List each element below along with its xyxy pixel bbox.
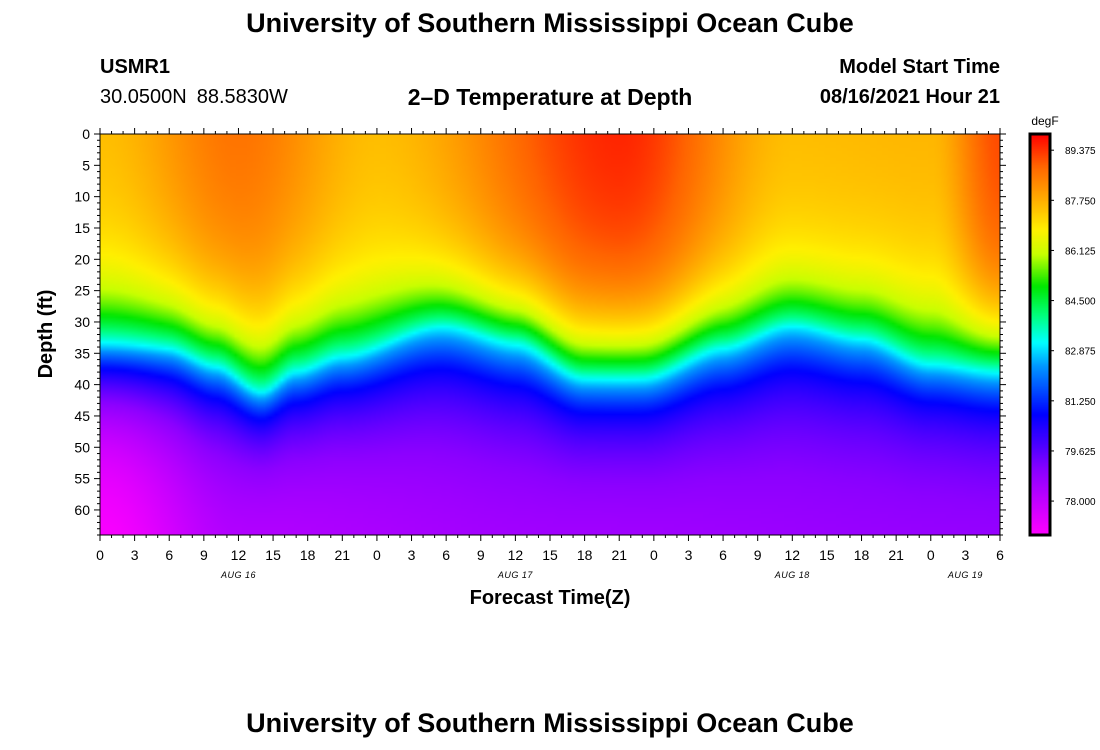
- date-label: AUG 19: [947, 570, 983, 580]
- temperature-heatmap: [100, 134, 1000, 535]
- x-tick-label: 3: [408, 547, 416, 563]
- x-tick-label: 6: [442, 547, 450, 563]
- x-tick-label: 6: [719, 547, 727, 563]
- y-tick-label: 25: [74, 283, 90, 299]
- y-tick-label: 10: [74, 189, 90, 205]
- x-tick-label: 21: [611, 547, 627, 563]
- x-tick-label: 15: [265, 547, 281, 563]
- x-tick-label: 12: [508, 547, 524, 563]
- x-tick-label: 12: [231, 547, 247, 563]
- x-tick-label: 15: [542, 547, 558, 563]
- x-tick-label: 0: [650, 547, 658, 563]
- x-tick-label: 0: [927, 547, 935, 563]
- colorbar-tick-label: 89.375: [1065, 146, 1096, 157]
- date-label: AUG 18: [774, 570, 810, 580]
- colorbar-unit: degF: [1031, 114, 1058, 128]
- y-tick-label: 20: [74, 251, 90, 267]
- x-tick-label: 3: [131, 547, 139, 563]
- x-tick-label: 9: [477, 547, 485, 563]
- y-tick-label: 0: [82, 126, 90, 142]
- x-tick-label: 15: [819, 547, 835, 563]
- colorbar-tick-label: 81.250: [1065, 397, 1096, 408]
- x-axis-label: Forecast Time(Z): [470, 587, 631, 609]
- date-label: AUG 16: [220, 570, 256, 580]
- x-tick-label: 18: [854, 547, 870, 563]
- y-tick-label: 50: [74, 439, 90, 455]
- y-axis-label: Depth (ft): [35, 290, 57, 379]
- x-tick-label: 18: [577, 547, 593, 563]
- y-tick-label: 60: [74, 502, 90, 518]
- depth-axis: 0 5 10 15 20 25 30 35 40 45 50 55 60: [74, 126, 1006, 536]
- y-tick-label: 35: [74, 345, 90, 361]
- x-tick-label: 3: [685, 547, 693, 563]
- page-title: University of Southern Mississippi Ocean…: [246, 8, 854, 38]
- model-start-label: Model Start Time: [839, 56, 1000, 78]
- colorbar-tick-label: 82.875: [1065, 347, 1096, 358]
- longitude: 88.5830W: [196, 86, 288, 108]
- colorbar-tick-label: 78.000: [1065, 497, 1096, 508]
- colorbar-tick-label: 79.625: [1065, 447, 1096, 458]
- x-tick-label: 18: [300, 547, 316, 563]
- station-id: USMR1: [100, 56, 171, 78]
- y-tick-label: 40: [74, 377, 90, 393]
- y-tick-label: 5: [82, 157, 90, 173]
- colorbar-axis: 89.375 87.750 86.125 84.500 82.875 81.250 79.6…: [1028, 132, 1096, 537]
- colorbar-tick-label: 87.750: [1065, 196, 1096, 207]
- x-tick-label: 12: [785, 547, 801, 563]
- station-coordinates: 30.0500N 88.5830W: [100, 86, 298, 109]
- date-label: AUG 17: [497, 570, 534, 580]
- y-tick-label: 30: [74, 314, 90, 330]
- y-tick-label: 55: [74, 471, 90, 487]
- latitude: 30.0500N: [100, 86, 187, 108]
- x-tick-label: 3: [961, 547, 969, 563]
- x-tick-label: 9: [754, 547, 762, 563]
- chart-title: 2–D Temperature at Depth: [407, 84, 693, 110]
- x-tick-label: 21: [335, 547, 351, 563]
- colorbar-border: [1028, 132, 1052, 537]
- x-tick-label: 9: [200, 547, 208, 563]
- y-tick-label: 45: [74, 408, 90, 424]
- x-tick-label: 0: [96, 547, 104, 563]
- colorbar: [1030, 134, 1050, 535]
- x-tick-label: 0: [373, 547, 381, 563]
- colorbar-tick-label: 86.125: [1065, 246, 1096, 257]
- x-tick-label: 21: [888, 547, 904, 563]
- model-start-time: 08/16/2021 Hour 21: [819, 86, 1000, 108]
- y-tick-label: 15: [74, 220, 90, 236]
- x-tick-label: 6: [996, 547, 1004, 563]
- footer-title: University of Southern Mississippi Ocean…: [246, 708, 854, 738]
- colorbar-tick-label: 84.500: [1065, 297, 1096, 308]
- x-tick-label: 6: [165, 547, 173, 563]
- time-axis: 0 3 6 9 12 15 18 21 0 3 6 9 12 15 18 21 0 3 6 9 12 15 18 21 0 3 6 A…: [96, 128, 1004, 580]
